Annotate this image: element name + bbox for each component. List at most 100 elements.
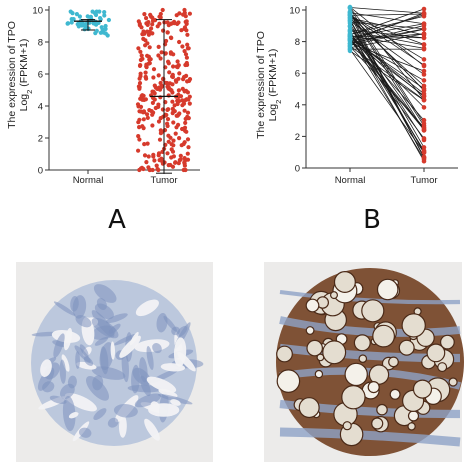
data-point-tumor <box>172 21 177 26</box>
data-point-tumor <box>421 21 427 27</box>
tissue-fragment <box>171 326 181 336</box>
colloid-follicle <box>437 362 448 373</box>
tissue-fragment <box>75 351 81 369</box>
tissue-fragment <box>144 418 160 441</box>
data-point-normal <box>65 21 70 26</box>
data-point-tumor <box>185 32 190 37</box>
pair-line <box>349 25 425 45</box>
data-point-tumor <box>157 14 162 19</box>
tissue-fragment <box>134 393 162 408</box>
chart-b-points <box>347 4 427 164</box>
tissue-fragment <box>96 298 107 310</box>
data-point-normal <box>103 31 108 36</box>
data-point-tumor <box>178 157 183 162</box>
data-point-tumor <box>139 53 144 58</box>
y-tick-label: 2 <box>295 132 300 143</box>
data-point-tumor <box>146 54 151 59</box>
chart-b-axes: 0 2 4 6 8 10 <box>289 6 458 175</box>
data-point-normal <box>347 19 353 25</box>
data-point-tumor <box>173 78 178 83</box>
y-tick-label: 10 <box>289 6 300 17</box>
tissue-fragment <box>70 296 79 312</box>
y-tick-label: 8 <box>295 37 300 48</box>
colloid-follicle <box>330 291 339 300</box>
colloid-follicle <box>426 343 446 363</box>
data-point-tumor <box>177 71 182 76</box>
tissue-fragment <box>139 357 148 383</box>
data-point-tumor <box>152 83 157 88</box>
pair-line <box>349 38 425 89</box>
pair-line <box>349 33 425 49</box>
tissue-fragment <box>78 427 92 438</box>
y-tick-label: 2 <box>38 134 43 145</box>
pair-line <box>349 26 425 131</box>
data-point-tumor <box>178 94 184 99</box>
colloid-follicle <box>448 377 458 387</box>
data-point-tumor <box>171 138 176 143</box>
data-point-tumor <box>151 110 156 115</box>
data-point-tumor <box>185 110 191 115</box>
data-point-normal <box>90 9 95 14</box>
tissue-fragment <box>60 383 75 400</box>
data-point-tumor <box>165 151 170 156</box>
data-point-tumor <box>142 153 148 158</box>
data-point-tumor <box>147 108 152 113</box>
data-point-tumor <box>421 128 427 133</box>
data-point-tumor <box>183 98 188 103</box>
data-point-tumor <box>171 154 176 159</box>
data-point-tumor <box>157 137 163 142</box>
data-point-tumor <box>137 109 142 114</box>
tissue-fragment <box>85 376 110 401</box>
data-point-tumor <box>421 117 427 123</box>
data-point-tumor <box>138 166 144 171</box>
data-point-tumor <box>170 164 176 169</box>
data-point-tumor <box>137 117 142 122</box>
tissue-fragment <box>156 312 168 333</box>
data-point-normal <box>347 32 353 37</box>
data-point-tumor <box>150 167 155 173</box>
colloid-follicle <box>333 271 356 294</box>
data-point-tumor <box>184 55 189 60</box>
data-point-tumor <box>156 167 161 173</box>
pair-line <box>349 30 425 162</box>
data-point-tumor <box>142 12 147 17</box>
chart-b: The expression of TPO Log2 (FPKM+1) 0 2 4 6… <box>255 4 458 186</box>
data-point-tumor <box>158 56 163 61</box>
data-point-normal <box>102 13 107 18</box>
data-point-tumor <box>421 31 427 36</box>
data-point-tumor <box>156 53 161 58</box>
colloid-follicle <box>440 334 455 350</box>
chart-a-error-bars <box>74 19 178 174</box>
colloid-follicle <box>314 369 324 379</box>
data-point-normal <box>98 30 103 35</box>
pair-line <box>349 36 425 160</box>
data-point-tumor <box>141 126 146 131</box>
y-tick-label: 6 <box>295 69 300 80</box>
data-point-normal <box>74 12 79 17</box>
data-point-tumor <box>160 7 165 13</box>
stroma-band <box>279 316 461 337</box>
data-point-normal <box>99 25 104 30</box>
tissue-fragment <box>40 359 52 377</box>
tissue-fragment <box>170 399 181 406</box>
data-point-tumor <box>166 133 171 138</box>
colloid-follicle <box>353 334 371 352</box>
data-point-tumor <box>183 19 188 24</box>
tissue-fragment <box>100 346 109 375</box>
data-point-normal <box>83 24 88 29</box>
data-point-tumor <box>175 59 180 64</box>
data-point-tumor <box>180 103 185 108</box>
tissue-fragment <box>59 359 66 384</box>
chart-a-ylabel-line1: The expression of TPO <box>6 21 18 129</box>
chart-a-xtick-normal: Normal <box>73 175 104 186</box>
data-point-tumor <box>140 93 145 98</box>
data-point-tumor <box>171 143 176 148</box>
chart-b-pair-lines <box>349 6 425 162</box>
data-point-normal <box>94 28 99 33</box>
tissue-fragment <box>118 415 127 438</box>
data-point-normal <box>102 10 107 15</box>
data-point-normal <box>347 14 353 20</box>
pair-line <box>349 45 425 101</box>
data-point-tumor <box>152 158 157 163</box>
chart-b-ylabel-line2: Log2 (FPKM+1) <box>267 49 283 122</box>
